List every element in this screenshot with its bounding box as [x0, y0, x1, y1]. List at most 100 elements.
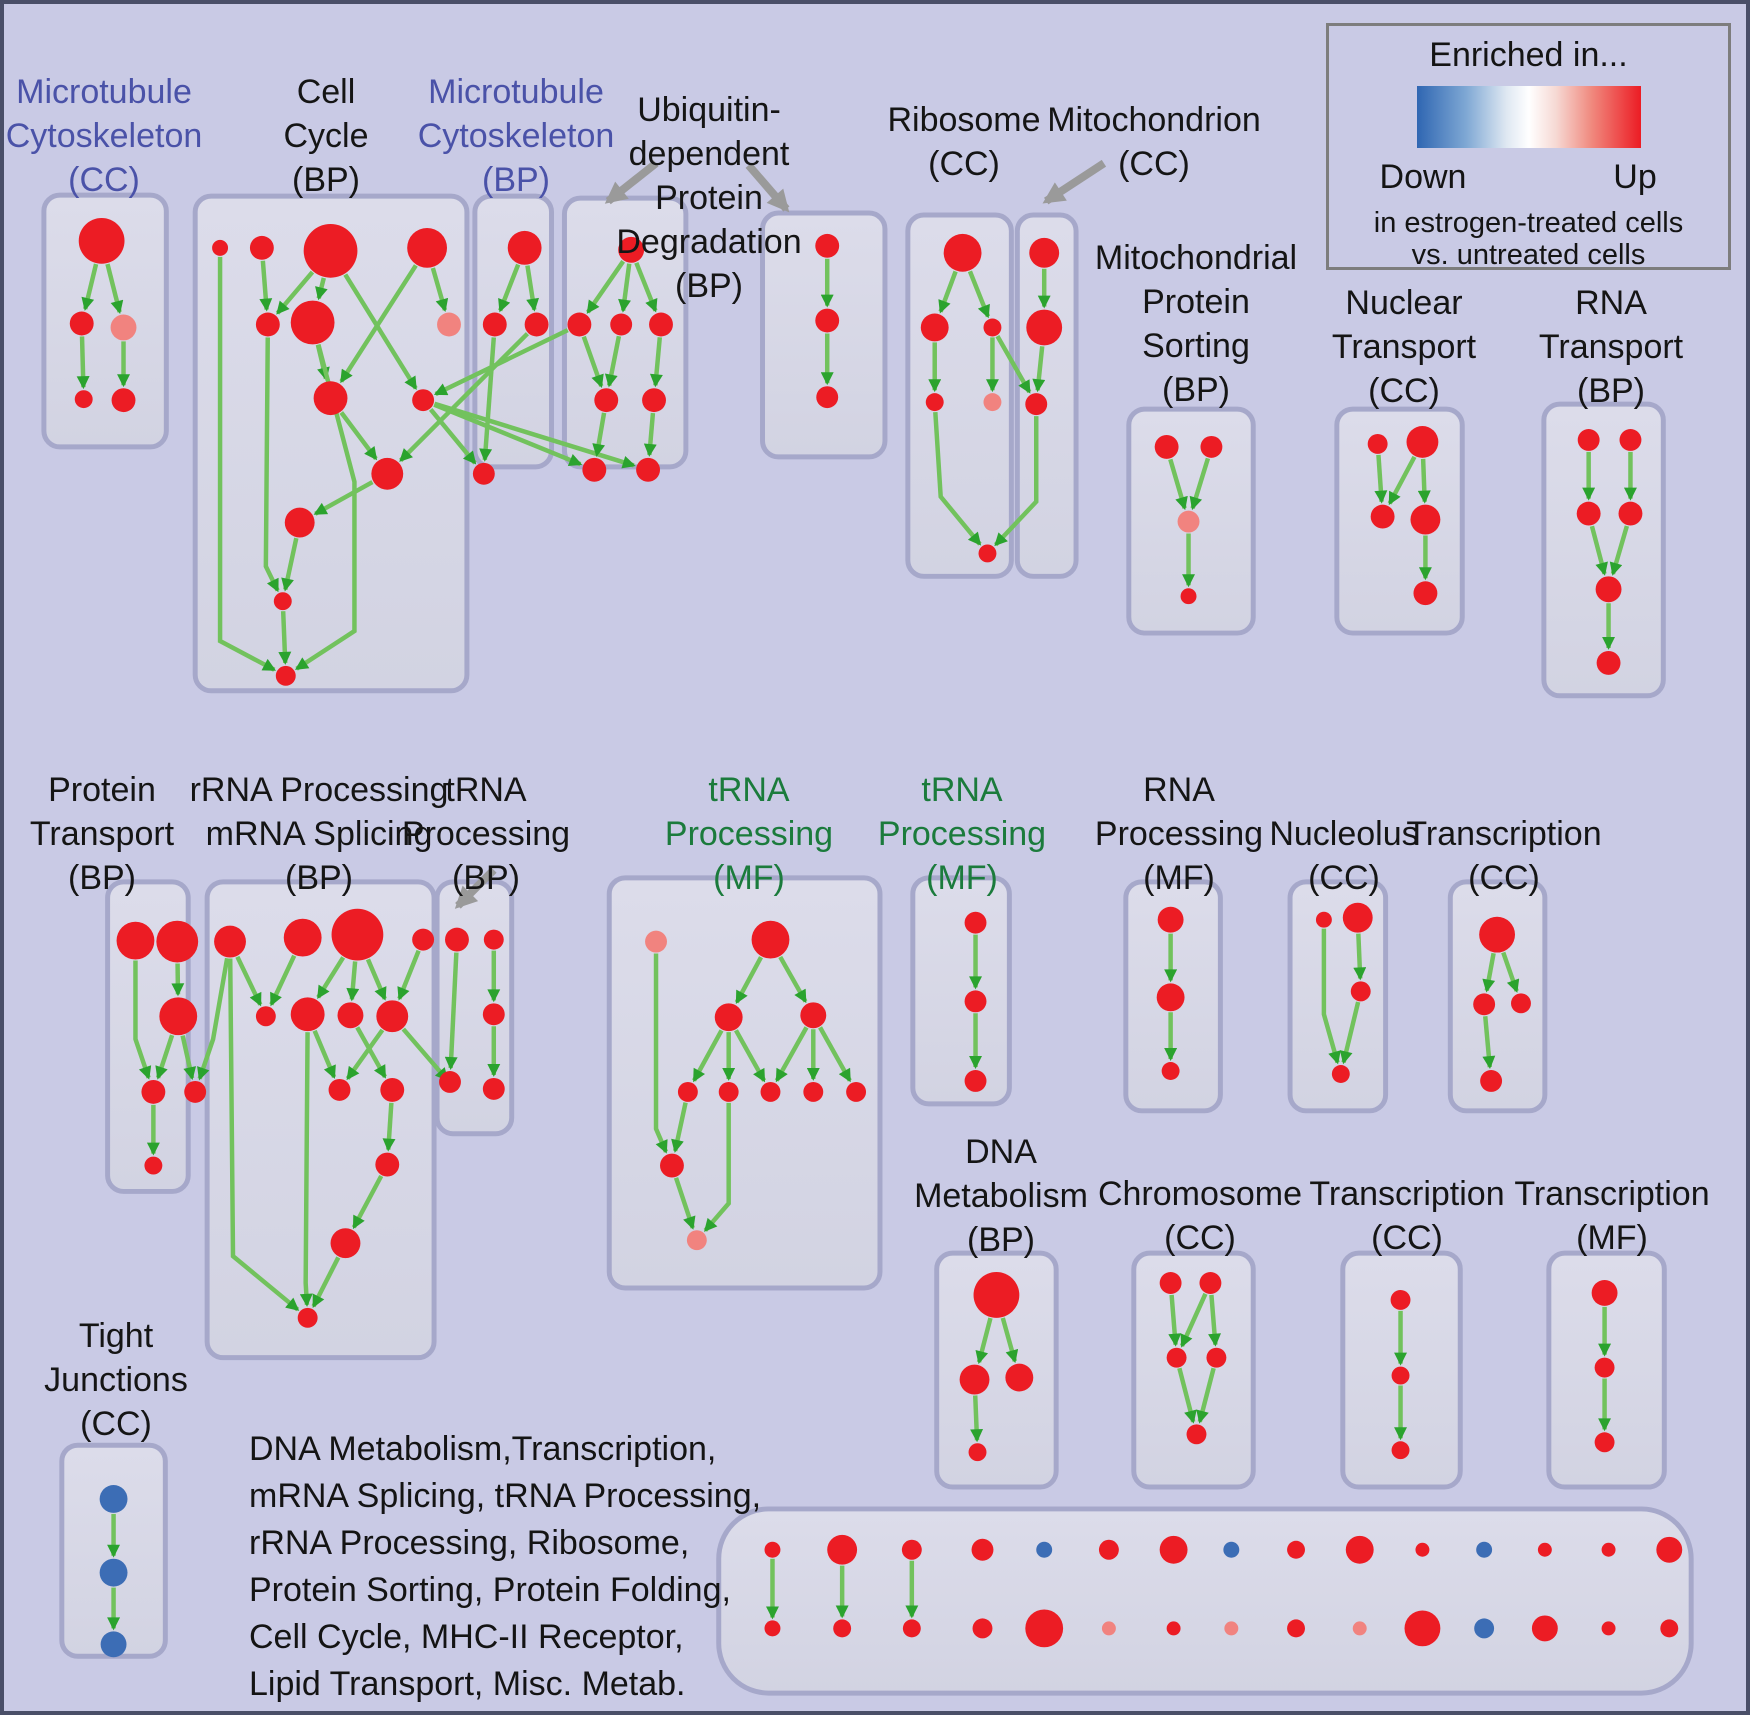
go-term-node-red	[1156, 983, 1185, 1012]
go-term-node-red	[1315, 911, 1332, 928]
label-trna-processing-bp: tRNA Processing (BP)	[401, 771, 571, 897]
go-term-node-red	[959, 1364, 990, 1395]
go-term-node-red	[1596, 650, 1621, 675]
go-term-node-pink	[1177, 510, 1200, 533]
edge-arrow	[311, 1256, 341, 1309]
go-term-node-red	[1161, 1062, 1180, 1080]
go-term-node-red	[1601, 1621, 1616, 1636]
go-term-node-red	[111, 388, 136, 413]
go-term-node-red	[803, 1081, 824, 1102]
edge-arrow	[774, 1026, 809, 1083]
go-term-node-red	[1345, 1535, 1374, 1564]
go-term-node-red	[303, 223, 358, 278]
go-term-node-red	[764, 1541, 781, 1558]
edge-arrow	[235, 955, 263, 1007]
legend-up-label: Up	[1613, 158, 1657, 196]
cluster-box-transcription-cc-1	[1447, 879, 1548, 1114]
label-transcription-cc-bottom: Transcription (CC)	[1309, 1175, 1505, 1257]
label-rna-processing-mf: RNA Processing (MF)	[1094, 771, 1264, 897]
go-term-node-red	[964, 911, 987, 934]
edge-arrow	[343, 273, 418, 390]
go-term-node-pink	[1352, 1621, 1367, 1636]
label-pointer-arrow	[454, 867, 497, 909]
cluster-box-rrna-processing-mrna-splicing	[204, 879, 437, 1361]
go-term-node-red	[1601, 1542, 1616, 1557]
go-term-node-red	[141, 1079, 166, 1104]
edge-arrow	[345, 1028, 385, 1081]
go-term-node-red	[1154, 434, 1179, 459]
go-term-node-red	[800, 1002, 827, 1029]
figure-svg	[41, 159, 1694, 1696]
label-rrna-processing-mrna-splicing-bp: rRNA Processing mRNA Splicing (BP)	[189, 771, 449, 897]
edge-arrow	[938, 270, 958, 314]
go-term-node-red	[1537, 1542, 1552, 1557]
go-term-node-red	[412, 928, 435, 951]
label-ubiquitin-dependent-protein-degradation-bp: Ubiquitin- dependent Protein Degradation…	[616, 91, 802, 305]
edge-arrow	[76, 336, 90, 390]
edge-arrow	[346, 961, 360, 1002]
legend: Enriched in... Down Up in estrogen-treat…	[1326, 23, 1731, 271]
edge-arrow	[428, 407, 477, 465]
edge-arrow	[970, 1395, 984, 1443]
go-term-node-red	[1166, 1621, 1181, 1636]
go-term-node-red	[1594, 1357, 1615, 1378]
go-term-node-red	[214, 925, 246, 958]
go-term-node-red	[925, 393, 944, 412]
edge-arrow	[1189, 457, 1211, 511]
go-term-node-red	[968, 1443, 987, 1462]
go-term-node-red	[290, 997, 325, 1032]
go-term-node-red	[1367, 433, 1388, 454]
edge-arrow	[673, 1177, 696, 1230]
go-term-node-red	[1413, 581, 1438, 606]
go-term-node-red	[290, 300, 335, 345]
label-trna-processing-mf-2: tRNA Processing (MF)	[877, 771, 1047, 897]
go-term-node-red	[144, 1156, 163, 1175]
edge-arrow	[733, 1029, 767, 1083]
edge-arrow	[1339, 1001, 1361, 1065]
label-nucleolus-cc: Nucleolus (CC)	[1269, 815, 1419, 897]
edge-arrow	[275, 270, 315, 315]
go-term-node-red	[1410, 504, 1441, 535]
go-term-node-pink	[1101, 1621, 1116, 1636]
go-term-node-red	[313, 381, 348, 416]
cluster-box-microtubule-cc	[41, 192, 169, 450]
edge-arrow	[312, 1029, 337, 1079]
go-term-node-red	[1159, 1535, 1188, 1564]
edge-arrow	[634, 261, 658, 313]
go-term-node-red	[483, 929, 504, 950]
edge-arrow	[1000, 1317, 1019, 1364]
annotation-arrows-layer	[454, 159, 1107, 909]
go-term-node-red	[833, 1619, 852, 1638]
go-term-node-red	[1199, 1272, 1222, 1294]
edge-arrow	[263, 337, 280, 593]
edge-arrow	[339, 411, 378, 461]
go-term-node-red	[1200, 435, 1223, 458]
go-term-node-red	[815, 233, 840, 258]
legend-gradient-bar	[1417, 86, 1641, 148]
go-term-node-red	[69, 311, 94, 336]
go-term-node-red	[751, 920, 790, 959]
cluster-box-mixed-terms	[716, 1506, 1694, 1696]
go-term-node-red	[328, 1078, 351, 1101]
edge-arrow	[1374, 454, 1388, 504]
edge-arrow	[316, 956, 346, 999]
go-term-node-pink	[437, 312, 461, 337]
go-term-node-red	[760, 1081, 781, 1102]
go-term-node-pink	[645, 930, 667, 953]
go-term-node-red	[1595, 576, 1622, 603]
go-term-node-red	[1619, 429, 1642, 451]
go-term-node-red	[1415, 1542, 1430, 1557]
go-term-node-red	[159, 997, 198, 1036]
edge-arrow	[604, 335, 622, 388]
edge-arrow	[967, 270, 991, 319]
cluster-box-trna-processing-mf-2	[910, 875, 1012, 1107]
edge-arrow	[259, 260, 273, 312]
edge-arrow	[975, 1317, 993, 1365]
go-term-node-red	[1594, 1432, 1615, 1453]
legend-down-label: Down	[1379, 158, 1467, 196]
go-term-node-red	[1390, 1289, 1411, 1310]
edge-arrow	[401, 1027, 449, 1082]
label-ribosome-cc: Ribosome (CC)	[887, 101, 1041, 183]
go-term-node-red	[1531, 1615, 1558, 1642]
go-term-node-pink	[686, 1230, 707, 1251]
